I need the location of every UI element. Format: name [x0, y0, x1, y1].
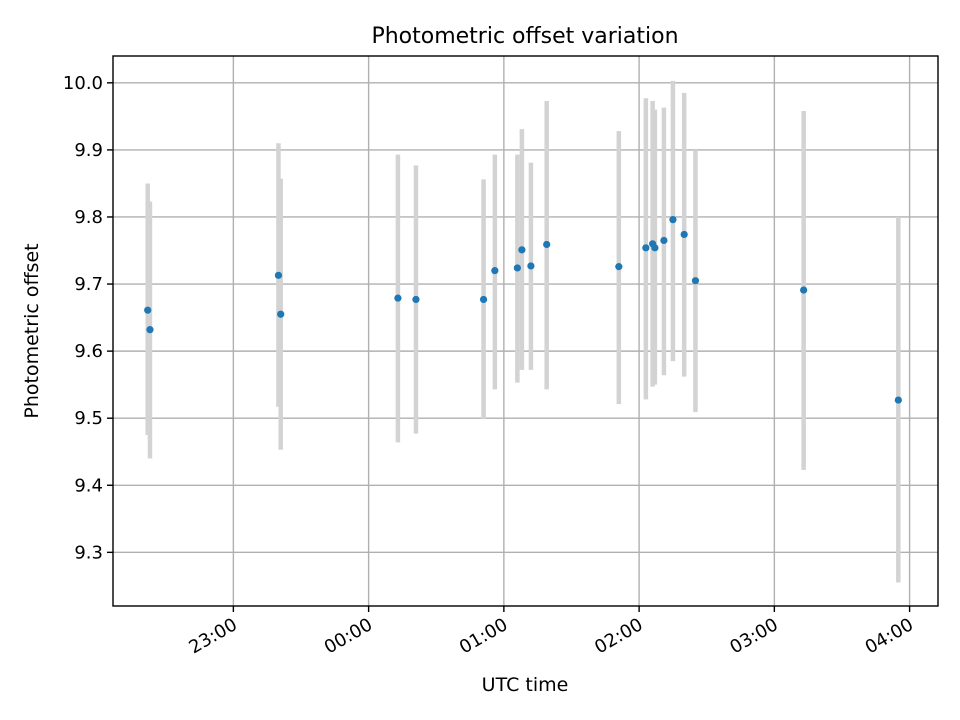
data-point: [543, 240, 551, 249]
data-point: [680, 230, 688, 239]
data-point: [513, 264, 521, 272]
x-axis-ticks: 23:00 00:00 01:00 02:00 03:00 04:00: [185, 606, 917, 658]
data-point: [615, 263, 623, 271]
y-tick-label: 10.0: [63, 73, 103, 94]
data-point: [691, 277, 700, 285]
y-tick-label: 9.4: [74, 475, 103, 496]
x-tick-label: 00:00: [321, 614, 376, 658]
x-tick-label: 03:00: [726, 614, 781, 658]
y-tick-label: 9.9: [74, 140, 103, 161]
data-point: [660, 236, 668, 245]
x-tick-label: 01:00: [456, 614, 511, 658]
x-tick-label: 23:00: [185, 614, 240, 658]
data-point: [800, 286, 808, 294]
data-point: [277, 310, 285, 318]
data-point: [479, 295, 488, 304]
data-point: [642, 244, 650, 252]
data-point: [144, 306, 152, 314]
y-tick-label: 9.6: [74, 341, 103, 362]
data-point: [518, 246, 526, 254]
data-points: [144, 216, 902, 404]
y-tick-label: 9.5: [74, 408, 103, 429]
x-tick-label: 02:00: [591, 614, 646, 658]
y-tick-label: 9.3: [74, 542, 103, 563]
data-point: [651, 244, 659, 252]
chart-title: Photometric offset variation: [371, 24, 678, 49]
data-point: [146, 326, 154, 334]
data-point: [527, 262, 535, 270]
data-point: [491, 267, 499, 275]
error-bars: [145, 80, 901, 583]
x-axis-label: UTC time: [482, 674, 569, 696]
data-point: [669, 216, 677, 224]
y-tick-label: 9.7: [74, 274, 103, 295]
y-axis-ticks: 9.3 9.4 9.5 9.6 9.7 9.8 9.9 10.0: [63, 73, 113, 563]
y-tick-label: 9.8: [74, 207, 103, 228]
data-point: [394, 294, 402, 302]
data-point: [894, 396, 902, 404]
x-tick-label: 04:00: [862, 614, 917, 658]
data-point: [274, 271, 283, 279]
grid: [113, 56, 938, 606]
y-axis-label: Photometric offset: [21, 243, 43, 418]
plot-frame: [112, 55, 939, 607]
data-point: [412, 295, 420, 304]
